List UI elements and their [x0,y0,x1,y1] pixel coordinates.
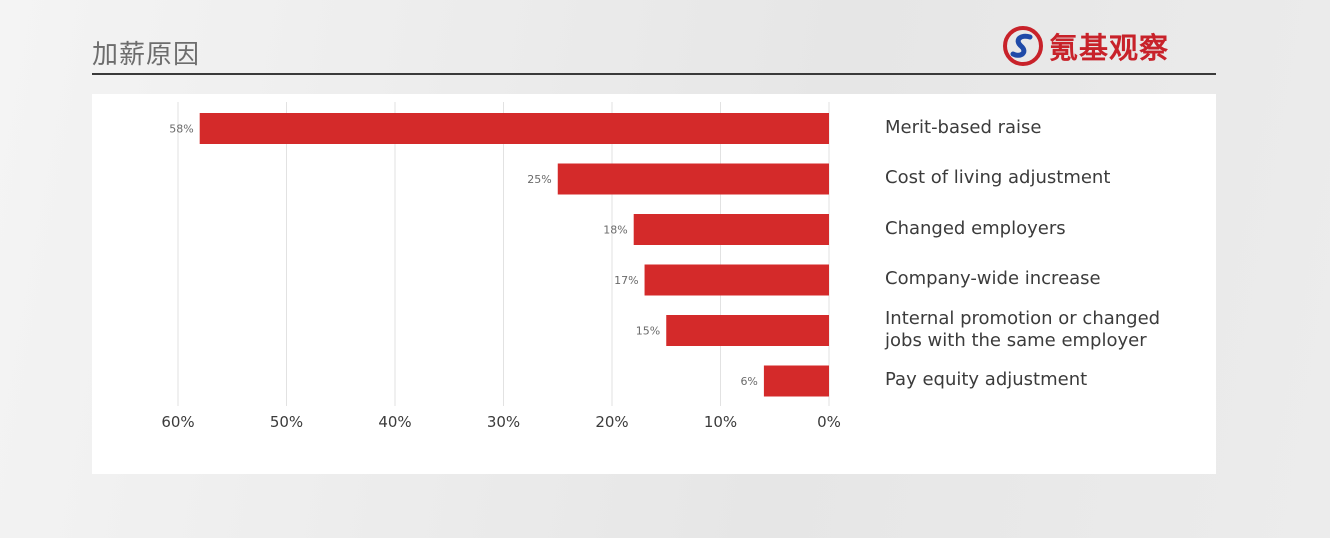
bar [644,264,829,296]
title-divider [92,73,1216,75]
chart-panel: 60% 50% 40% 30% 20% 10% 0% 58% 25% 18% 17% 15% 6% Me… [92,94,1216,474]
category-label: Cost of living adjustment [885,167,1111,188]
brand-logo: 氪基观察 [1003,26,1169,66]
x-tick-label: 30% [487,413,520,431]
x-tick-label: 20% [595,413,628,431]
x-tick-label: 40% [378,413,411,431]
category-label: Internal promotion or changed jobs with … [885,307,1161,351]
bar [666,315,829,346]
bar-value-label: 18% [603,224,627,237]
bar [199,113,829,144]
page-title: 加薪原因 [92,40,201,70]
x-tick-label: 50% [270,413,303,431]
x-tick-label: 60% [161,413,194,431]
x-tick-label: 0% [817,413,841,431]
bar-chart: 60% 50% 40% 30% 20% 10% 0% 58% 25% 18% 17% 15% 6% [161,102,841,431]
bar-value-label: 58% [169,123,193,136]
category-label: Pay equity adjustment [885,369,1088,390]
brand-logo-icon [1003,26,1043,66]
category-label: Company-wide increase [885,268,1101,289]
bar [763,365,829,397]
category-label: Changed employers [885,217,1066,239]
bar [633,214,829,245]
bar-value-label: 6% [740,375,757,388]
category-label: Merit-based raise [885,116,1042,138]
bar [557,163,829,195]
bar-value-label: 15% [636,325,660,338]
bar-value-label: 17% [614,274,638,287]
brand-logo-text: 氪基观察 [1049,31,1170,65]
x-tick-label: 10% [704,413,737,431]
bar-value-label: 25% [527,173,551,186]
